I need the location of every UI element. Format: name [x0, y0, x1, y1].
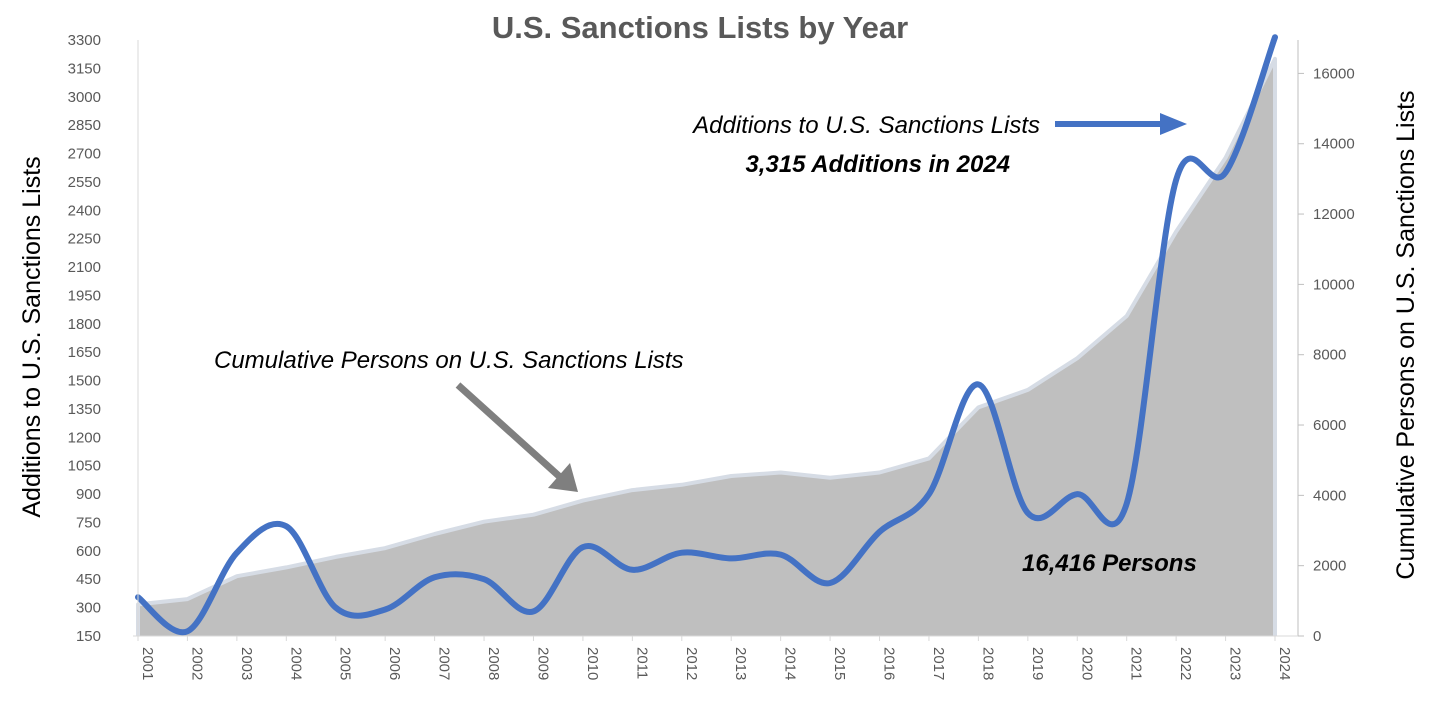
x-tick-label: 2001: [139, 647, 156, 680]
x-tick-label: 2014: [782, 647, 799, 680]
left-tick-label: 2400: [68, 202, 101, 219]
left-tick-label: 1050: [68, 458, 101, 475]
x-tick-label: 2015: [831, 647, 848, 680]
right-tick-label: 6000: [1313, 417, 1346, 434]
additions-annotation-arrow: [1055, 113, 1187, 135]
x-tick-label: 2012: [683, 647, 700, 680]
x-tick-label: 2011: [633, 647, 650, 679]
left-tick-label: 2700: [68, 146, 101, 163]
x-tick-label: 2023: [1227, 647, 1244, 680]
x-tick-label: 2013: [732, 647, 749, 680]
left-tick-label: 450: [76, 571, 101, 588]
cumulative-annotation-label: Cumulative Persons on U.S. Sanctions Lis…: [214, 347, 684, 374]
left-tick-label: 3300: [68, 32, 101, 49]
left-tick-label: 1650: [68, 344, 101, 361]
right-axis-ticks: 0 2000 4000 6000 8000 10000 12000 14000 16000: [1298, 65, 1355, 645]
right-tick-label: 0: [1313, 628, 1321, 645]
left-tick-label: 1800: [68, 316, 101, 333]
left-tick-label: 1200: [68, 429, 101, 446]
x-tick-label: 2009: [534, 647, 551, 680]
right-tick-label: 16000: [1313, 65, 1355, 82]
cumulative-annotation-arrow: [455, 382, 578, 492]
left-tick-label: 750: [76, 514, 101, 531]
cumulative-area-edge: [136, 56, 1277, 636]
left-tick-label: 600: [76, 543, 101, 560]
left-tick-label: 900: [76, 486, 101, 503]
x-tick-label: 2022: [1177, 647, 1194, 680]
x-tick-label: 2002: [188, 647, 205, 680]
left-tick-label: 2850: [68, 117, 101, 134]
left-tick-label: 1350: [68, 401, 101, 418]
x-tick-label: 2019: [1029, 647, 1046, 680]
right-tick-label: 10000: [1313, 276, 1355, 293]
x-tick-label: 2006: [386, 647, 403, 680]
chart-title: U.S. Sanctions Lists by Year: [492, 10, 908, 45]
x-tick-label: 2018: [979, 647, 996, 680]
additions-annotation-value: 3,315 Additions in 2024: [745, 151, 1010, 178]
left-tick-label: 3150: [68, 60, 101, 77]
x-tick-label: 2016: [881, 647, 898, 680]
x-tick-label: 2010: [584, 647, 601, 680]
right-tick-label: 8000: [1313, 347, 1346, 364]
left-tick-label: 2250: [68, 231, 101, 248]
left-axis-title: Additions to U.S. Sanctions Lists: [18, 156, 46, 517]
cumulative-annotation-value: 16,416 Persons: [1022, 550, 1197, 577]
cumulative-area: [138, 58, 1275, 637]
x-axis-ticks: 2001 2002 2003 2004 2005 2006 2007 2008 2009 2010…: [137, 636, 1293, 680]
left-axis-ticks: 150 300 450 600 750 900 1050 1200 1350 1500 1650 18…: [68, 32, 101, 645]
x-tick-label: 2017: [930, 647, 947, 680]
additions-annotation-label: Additions to U.S. Sanctions Lists: [691, 112, 1040, 139]
x-tick-label: 2020: [1078, 647, 1095, 680]
right-tick-label: 14000: [1313, 136, 1355, 153]
left-tick-label: 1950: [68, 287, 101, 304]
x-tick-label: 2005: [337, 647, 354, 680]
left-tick-label: 150: [76, 628, 101, 645]
x-tick-label: 2024: [1276, 647, 1293, 680]
left-tick-label: 1500: [68, 373, 101, 390]
x-tick-label: 2003: [238, 647, 255, 680]
additions-line: [135, 34, 1278, 636]
left-tick-label: 300: [76, 600, 101, 617]
right-tick-label: 4000: [1313, 487, 1346, 504]
right-axis-title: Cumulative Persons on U.S. Sanctions Lis…: [1392, 90, 1420, 579]
right-tick-label: 2000: [1313, 558, 1346, 575]
x-tick-label: 2004: [287, 647, 304, 680]
plot-area: [135, 34, 1278, 637]
left-tick-label: 2100: [68, 259, 101, 276]
right-tick-label: 12000: [1313, 206, 1355, 223]
left-tick-label: 2550: [68, 174, 101, 191]
x-tick-label: 2007: [436, 647, 453, 680]
left-tick-label: 3000: [68, 89, 101, 106]
x-tick-label: 2021: [1128, 647, 1145, 680]
x-tick-label: 2008: [485, 647, 502, 680]
